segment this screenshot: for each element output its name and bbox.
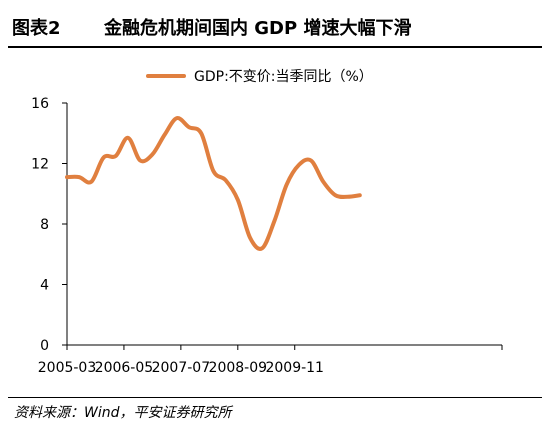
x-tick-label: 2009-11 bbox=[265, 360, 324, 376]
y-tick-label: 12 bbox=[31, 157, 49, 173]
figure-title: 金融危机期间国内 GDP 增速大幅下滑 bbox=[104, 18, 412, 39]
y-tick-label: 16 bbox=[31, 96, 49, 112]
figure-number: 图表2 bbox=[12, 18, 61, 39]
series-line-gdp bbox=[65, 116, 362, 251]
figure-header: 图表2 金融危机期间国内 GDP 增速大幅下滑 bbox=[8, 8, 542, 44]
x-tick-label: 2007-07 bbox=[152, 360, 211, 376]
legend-label: GDP:不变价:当季同比（%） bbox=[194, 69, 373, 85]
footer-rule bbox=[8, 397, 542, 398]
y-tick-label: 0 bbox=[40, 338, 49, 354]
x-tick-label: 2005-03 bbox=[38, 360, 97, 376]
chart-legend: GDP:不变价:当季同比（%） bbox=[146, 66, 373, 86]
y-tick-label: 8 bbox=[40, 217, 49, 233]
source-note: 资料来源：Wind，平安证券研究所 bbox=[14, 405, 232, 421]
header-rule bbox=[8, 46, 542, 48]
x-tick-label: 2006-05 bbox=[95, 360, 154, 376]
legend-swatch bbox=[146, 74, 186, 78]
x-tick-label: 2008-09 bbox=[209, 360, 268, 376]
y-tick-label: 4 bbox=[40, 278, 49, 294]
